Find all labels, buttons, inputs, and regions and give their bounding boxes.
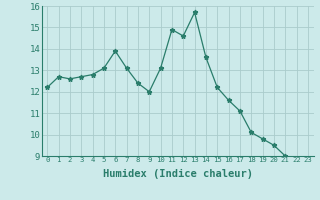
X-axis label: Humidex (Indice chaleur): Humidex (Indice chaleur) bbox=[103, 169, 252, 179]
